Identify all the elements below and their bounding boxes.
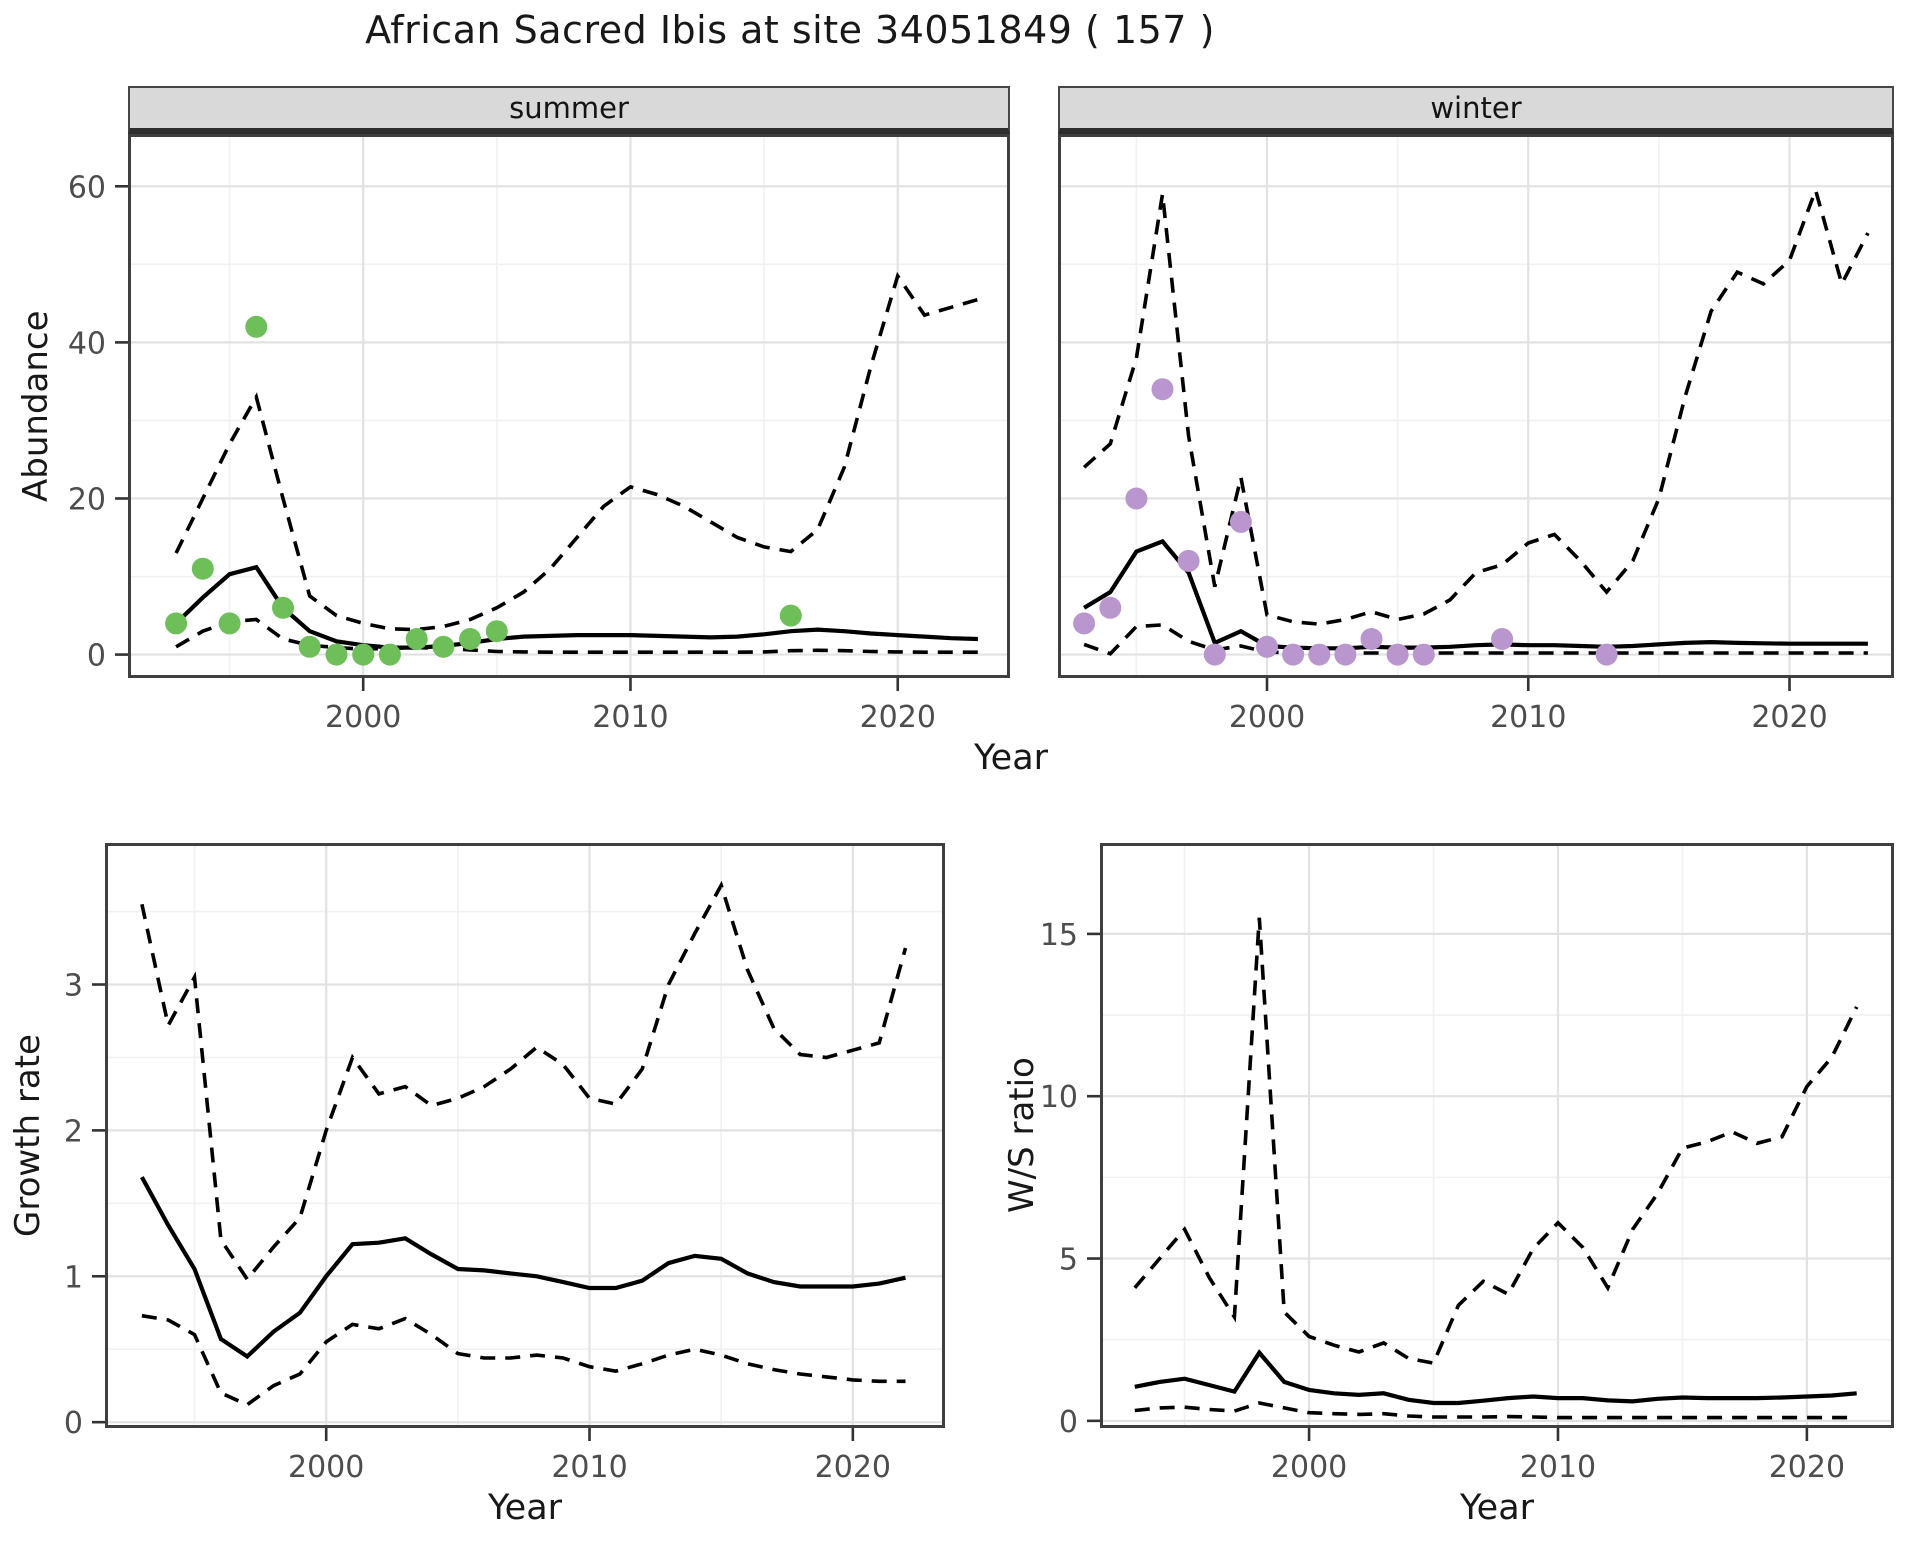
- abundance-winter-upper_ci-line: [1082, 184, 1870, 626]
- abundance-summer-observation-point: [459, 628, 482, 650]
- y-tick-label: 5: [1059, 1243, 1078, 1278]
- facet-strip-winter-label: winter: [1430, 91, 1522, 125]
- abundance-summer-observation-point: [432, 635, 455, 658]
- ws-ratio-x-axis-title: Year: [1459, 1488, 1535, 1528]
- y-tick-label: 20: [68, 482, 106, 517]
- ws-ratio-lower_ci-line: [1134, 1401, 1857, 1420]
- y-tick-label: 40: [68, 326, 106, 361]
- abundance-summer-observation-point: [218, 612, 241, 635]
- abundance-summer-panel-border: [128, 134, 1010, 678]
- x-tick-label: 2020: [860, 700, 936, 735]
- abundance-summer-estimate-line: [174, 564, 978, 650]
- y-tick-label: 15: [1040, 918, 1078, 953]
- abundance-winter-panel-border: [1058, 134, 1894, 678]
- abundance-winter-observation-point: [1229, 510, 1252, 533]
- ws-ratio-panel-border: [1100, 843, 1894, 1428]
- x-tick-label: 2000: [1229, 700, 1305, 735]
- x-tick-label: 2010: [592, 700, 668, 735]
- abundance-winter-observation-point: [1491, 628, 1514, 650]
- x-tick-label: 2010: [1490, 700, 1566, 735]
- abundance-summer-observation-point: [378, 643, 401, 666]
- y-tick-label: 0: [1059, 1405, 1078, 1440]
- ws-ratio-estimate-line: [1134, 1349, 1857, 1406]
- y-tick-label: 3: [64, 969, 83, 1004]
- abundance-summer-panel: 2000 2010 2020 0 20 40 60: [68, 134, 1010, 735]
- abundance-winter-observation-point: [1099, 596, 1122, 619]
- ws-ratio-panel: 2000 2010 2020 0 5 10 15: [1040, 843, 1894, 1485]
- y-tick-label: 2: [64, 1114, 83, 1149]
- y-tick-label: 0: [64, 1406, 83, 1441]
- abundance-winter-panel: 2000 2010 2020: [1058, 134, 1894, 735]
- abundance-summer-observation-point: [245, 315, 268, 338]
- abundance-winter-observation-point: [1282, 643, 1305, 666]
- abundance-y-axis-title: Abundance: [16, 310, 56, 502]
- abundance-winter-observation-point: [1308, 643, 1331, 666]
- growth-rate-panel: 2000 2010 2020 0 1 2 3: [64, 843, 945, 1485]
- abundance-winter-observation-point: [1151, 378, 1174, 401]
- abundance-winter-observation-point: [1386, 643, 1409, 666]
- abundance-winter-observation-point: [1203, 643, 1226, 666]
- x-tick-label: 2000: [1271, 1450, 1347, 1485]
- ws-ratio-plot-background: [1100, 843, 1894, 1428]
- y-tick-label: 10: [1040, 1080, 1078, 1115]
- abundance-winter-estimate-line: [1083, 538, 1868, 651]
- ws-ratio-y-axis-title: W/S ratio: [1002, 1057, 1042, 1214]
- x-tick-label: 2000: [325, 700, 401, 735]
- abundance-summer-observation-point: [325, 643, 348, 666]
- abundance-summer-observation-point: [485, 620, 508, 643]
- abundance-winter-observation-point: [1334, 643, 1357, 666]
- abundance-winter-observation-point: [1595, 643, 1618, 666]
- abundance-winter-observation-point: [1360, 628, 1383, 650]
- y-tick-label: 0: [87, 639, 106, 674]
- x-tick-label: 2020: [1769, 1450, 1845, 1485]
- growth-rate-estimate-line: [140, 1176, 906, 1360]
- abundance-summer-observation-point: [298, 635, 321, 658]
- x-tick-label: 2010: [551, 1450, 627, 1485]
- growth-rate-y-axis-title: Growth rate: [8, 1034, 48, 1237]
- abundance-summer-observation-point: [405, 628, 428, 650]
- abundance-summer-observation-point: [272, 596, 294, 619]
- abundance-winter-plot-background: [1058, 134, 1894, 678]
- facet-strip-winter: winter: [1058, 86, 1894, 134]
- growth-rate-plot-background: [105, 843, 945, 1428]
- y-tick-label: 60: [68, 170, 106, 205]
- abundance-summer-upper_ci-line: [174, 271, 979, 632]
- growth-rate-lower_ci-line: [141, 1313, 906, 1407]
- abundance-winter-observation-point: [1073, 612, 1096, 635]
- abundance-winter-observation-point: [1125, 487, 1148, 510]
- abundance-winter-observation-point: [1177, 549, 1200, 572]
- figure-title: African Sacred Ibis at site 34051849 ( 1…: [365, 8, 1215, 52]
- abundance-winter-observation-point: [1412, 643, 1435, 666]
- facet-strip-summer: summer: [128, 86, 1010, 134]
- growth-rate-panel-border: [105, 843, 945, 1428]
- growth-rate-x-axis-title: Year: [487, 1488, 563, 1528]
- ws-ratio-upper_ci-line: [1133, 917, 1859, 1366]
- abundance-summer-lower_ci-line: [175, 617, 978, 654]
- abundance-summer-observation-point: [779, 604, 802, 627]
- x-tick-label: 2020: [815, 1450, 891, 1485]
- abundance-x-axis-title: Year: [973, 738, 1049, 778]
- x-tick-label: 2020: [1751, 700, 1827, 735]
- abundance-summer-plot-background: [128, 134, 1010, 678]
- abundance-summer-observation-point: [165, 612, 188, 635]
- y-tick-label: 1: [64, 1260, 83, 1295]
- abundance-winter-observation-point: [1256, 635, 1278, 658]
- facet-strip-summer-label: summer: [509, 91, 629, 125]
- abundance-summer-observation-point: [191, 557, 214, 580]
- x-tick-label: 2000: [288, 1450, 364, 1485]
- abundance-summer-observation-point: [352, 643, 375, 666]
- x-tick-label: 2010: [1520, 1450, 1596, 1485]
